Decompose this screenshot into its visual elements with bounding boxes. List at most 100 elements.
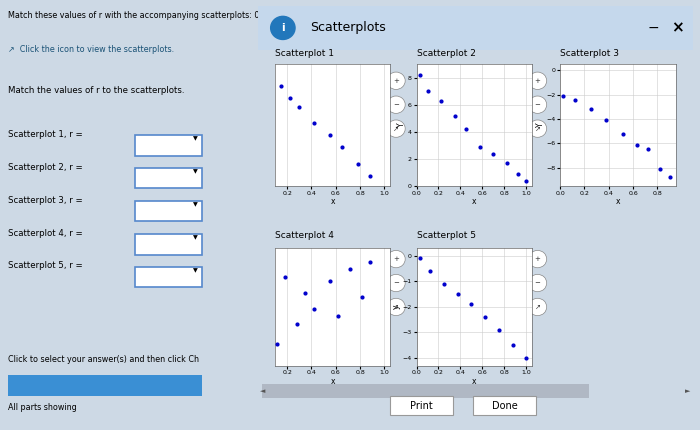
Point: [569, 96, 580, 103]
Circle shape: [387, 250, 405, 268]
Point: [654, 166, 666, 172]
Point: [508, 342, 519, 349]
Point: [332, 313, 344, 319]
Point: [308, 306, 319, 313]
Point: [364, 258, 375, 265]
Point: [466, 301, 477, 307]
Text: Scatterplot 5: Scatterplot 5: [416, 230, 475, 240]
Point: [438, 280, 449, 287]
Point: [336, 144, 347, 150]
Circle shape: [528, 72, 547, 89]
X-axis label: x: x: [330, 197, 335, 206]
Text: Scatterplot 1, r =: Scatterplot 1, r =: [8, 130, 83, 139]
Text: −: −: [648, 21, 659, 35]
Point: [618, 130, 629, 137]
Text: Print: Print: [410, 401, 433, 411]
Text: Scatterplot 2: Scatterplot 2: [416, 49, 475, 58]
Point: [364, 173, 375, 180]
Text: −: −: [535, 280, 540, 286]
Circle shape: [528, 96, 547, 114]
Text: ↗: ↗: [393, 126, 399, 132]
X-axis label: x: x: [330, 377, 335, 386]
X-axis label: x: x: [472, 197, 477, 206]
Text: ►: ►: [685, 388, 691, 394]
Point: [300, 289, 311, 296]
Circle shape: [387, 120, 405, 137]
Text: Scatterplot 3, r =: Scatterplot 3, r =: [8, 196, 83, 205]
Y-axis label: Y: Y: [398, 123, 406, 127]
Point: [585, 106, 596, 113]
FancyBboxPatch shape: [262, 384, 589, 398]
Point: [291, 321, 302, 328]
X-axis label: x: x: [615, 197, 620, 206]
Circle shape: [528, 274, 547, 292]
Text: All parts showing: All parts showing: [8, 403, 77, 412]
Point: [324, 277, 335, 284]
FancyBboxPatch shape: [134, 267, 202, 287]
Point: [631, 141, 643, 148]
Text: Scatterplots: Scatterplots: [310, 22, 386, 34]
Text: Done: Done: [491, 401, 517, 411]
Text: ×: ×: [671, 20, 684, 35]
Y-axis label: y: y: [392, 304, 401, 309]
Point: [449, 112, 461, 119]
Text: +: +: [393, 256, 399, 262]
Point: [422, 88, 433, 95]
FancyBboxPatch shape: [134, 135, 202, 156]
Text: Scatterplot 2, r =: Scatterplot 2, r =: [8, 163, 83, 172]
FancyBboxPatch shape: [258, 6, 693, 50]
Circle shape: [528, 250, 547, 268]
Point: [501, 160, 512, 166]
Point: [642, 146, 653, 153]
Point: [414, 255, 426, 261]
Point: [324, 132, 335, 138]
Text: ▼: ▼: [193, 203, 198, 208]
Text: −: −: [393, 280, 399, 286]
Point: [276, 83, 287, 89]
Text: ↗  Click the icon to view the scatterplots.: ↗ Click the icon to view the scatterplot…: [8, 45, 174, 54]
FancyBboxPatch shape: [390, 396, 454, 415]
Text: ▼: ▼: [193, 268, 198, 273]
Point: [475, 143, 486, 150]
Text: Scatterplot 4, r =: Scatterplot 4, r =: [8, 229, 83, 238]
Text: +: +: [535, 256, 540, 262]
Point: [453, 291, 464, 298]
Point: [494, 326, 505, 333]
Text: ▼: ▼: [193, 137, 198, 142]
Point: [352, 161, 363, 168]
FancyBboxPatch shape: [134, 201, 202, 221]
Text: i: i: [281, 23, 285, 33]
Text: ▼: ▼: [193, 236, 198, 241]
Point: [435, 97, 447, 104]
FancyBboxPatch shape: [8, 375, 202, 396]
Point: [521, 354, 532, 361]
FancyBboxPatch shape: [134, 168, 202, 188]
Text: Scatterplot 1: Scatterplot 1: [275, 49, 334, 58]
Point: [279, 274, 290, 281]
Point: [557, 92, 568, 99]
Y-axis label: Y: Y: [536, 123, 545, 127]
Point: [308, 119, 319, 126]
Text: ↗: ↗: [535, 304, 540, 310]
Point: [664, 174, 675, 181]
Point: [344, 266, 356, 273]
Text: Click to select your answer(s) and then click Ch: Click to select your answer(s) and then …: [8, 355, 199, 364]
Text: ↗: ↗: [393, 304, 399, 310]
FancyBboxPatch shape: [134, 234, 202, 255]
Point: [357, 294, 368, 301]
Text: Scatterplot 5, r =: Scatterplot 5, r =: [8, 261, 83, 270]
Point: [512, 170, 523, 177]
Circle shape: [387, 72, 405, 89]
Text: +: +: [535, 78, 540, 84]
Text: −: −: [393, 102, 399, 108]
Point: [479, 313, 490, 320]
Circle shape: [387, 298, 405, 316]
Point: [461, 126, 472, 132]
Point: [284, 95, 295, 102]
Point: [272, 341, 283, 348]
Text: +: +: [393, 78, 399, 84]
FancyBboxPatch shape: [473, 396, 536, 415]
Text: Match these values of r with the accompanying scatterplots: 0.998, −1, −0.998, −: Match these values of r with the accompa…: [8, 11, 416, 20]
X-axis label: x: x: [472, 377, 477, 386]
Text: ▼: ▼: [193, 169, 198, 175]
